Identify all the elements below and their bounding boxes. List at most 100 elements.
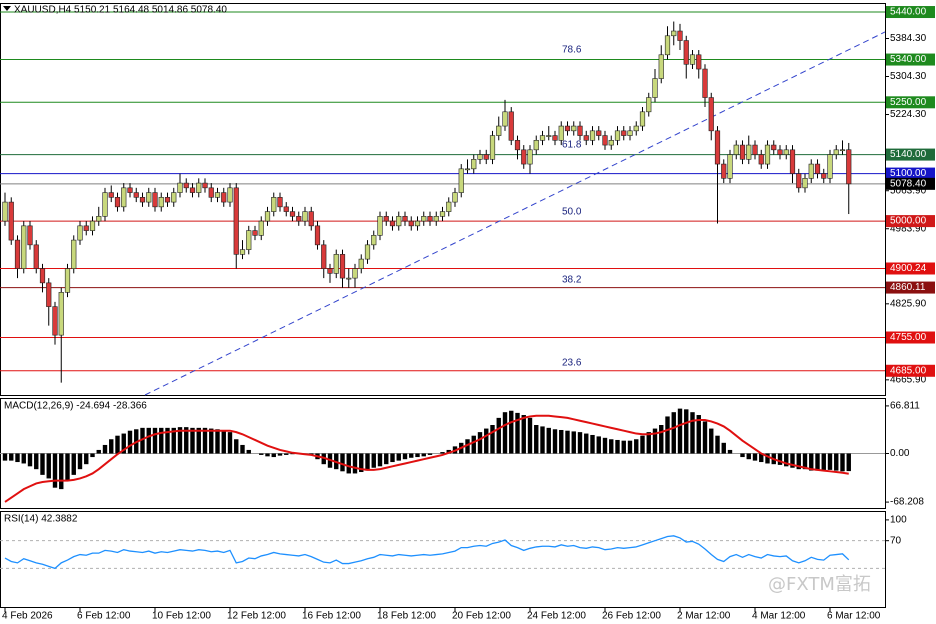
x-tick-label: 6 Mar 12:00 — [827, 611, 881, 622]
macd-bar — [234, 439, 239, 454]
level-label: 5340.00 — [890, 54, 927, 65]
candle-body — [58, 292, 64, 336]
macd-bar — [59, 453, 64, 490]
x-tick-label: 26 Feb 12:00 — [602, 611, 661, 622]
macd-bar — [477, 432, 483, 454]
macd-bar — [696, 415, 701, 454]
candle-body — [771, 144, 777, 151]
candle-body — [783, 149, 789, 155]
candle-body — [758, 154, 764, 165]
macd-bar — [565, 430, 570, 454]
macd-bar — [365, 453, 370, 471]
candle-body — [433, 216, 439, 222]
candle-body — [333, 254, 339, 274]
macd-bar — [140, 427, 145, 454]
macd-bar — [484, 428, 489, 454]
macd-bar — [646, 432, 651, 454]
macd-bar — [402, 453, 408, 460]
macd-bar — [165, 427, 170, 454]
macd-bar — [577, 432, 583, 454]
candle-body — [746, 144, 752, 160]
candle-body — [152, 192, 158, 208]
level-box — [886, 53, 935, 66]
candle-body — [14, 239, 21, 269]
macd-bar — [821, 453, 826, 471]
macd-bar — [465, 439, 470, 454]
candle-body — [139, 197, 146, 203]
candle-body — [346, 277, 352, 280]
macd-bar — [377, 453, 383, 467]
menu-triangle[interactable] — [3, 6, 11, 11]
macd-bar — [265, 453, 270, 457]
candle-body — [708, 97, 714, 132]
y-tick-label: 5224.30 — [890, 109, 927, 120]
candle-body — [102, 192, 108, 217]
candle-body — [814, 163, 821, 174]
candle-body — [402, 216, 408, 222]
candle-body — [602, 135, 608, 146]
candle-body — [421, 216, 427, 222]
candle-body — [627, 130, 633, 136]
macd-bar — [834, 453, 839, 471]
macd-bar — [727, 449, 733, 454]
candle-body — [146, 192, 152, 203]
macd-bar — [390, 453, 395, 463]
candle-body — [689, 54, 696, 65]
candle-body — [8, 201, 14, 241]
candle-body — [264, 211, 271, 222]
rsi-panel — [0, 511, 886, 608]
candle-body — [639, 111, 646, 127]
macd-bar — [609, 439, 614, 454]
macd-bar — [271, 453, 276, 458]
macd-bar — [146, 427, 151, 454]
macd-bar — [34, 453, 39, 470]
level-label: 4900.24 — [890, 263, 927, 274]
x-tick-label: 16 Feb 12:00 — [302, 611, 361, 622]
level-label: 5140.00 — [890, 149, 927, 160]
macd-bar — [621, 440, 626, 454]
trendline — [144, 31, 886, 396]
candle-body — [21, 225, 27, 269]
macd-bar — [552, 429, 558, 454]
macd-bar — [27, 453, 33, 467]
candle-body — [283, 206, 289, 212]
level-box — [886, 177, 935, 190]
candle-body — [164, 197, 171, 203]
panel-title: MACD(12,26,9) -24.694 -28.366 — [4, 401, 147, 412]
candle-body — [33, 244, 39, 269]
candle-body — [664, 35, 671, 56]
macd-bar — [827, 453, 833, 470]
macd-bar — [796, 453, 801, 470]
macd-bar — [409, 453, 414, 458]
candle-body — [83, 225, 89, 231]
candle-body — [439, 211, 446, 217]
candle-body — [646, 97, 652, 113]
x-tick-label: 20 Feb 12:00 — [452, 611, 511, 622]
text-layer: XAUUSD,H4 5150.21 5164.48 5014.86 5078.4… — [2, 5, 935, 622]
macd-bar — [802, 453, 808, 470]
macd-bar — [496, 417, 501, 454]
candle-body — [839, 149, 846, 152]
fib-label: 61.8 — [562, 140, 582, 151]
macd-bar — [196, 427, 201, 454]
x-tick-label: 2 Mar 12:00 — [677, 611, 731, 622]
macd-bar — [121, 433, 126, 454]
candle-body — [214, 192, 221, 198]
x-tick-label: 12 Feb 12:00 — [227, 611, 286, 622]
candle-body — [246, 230, 252, 250]
macd-bar — [65, 453, 70, 481]
candle-body — [608, 140, 614, 146]
y-tick-label: 66.811 — [890, 401, 920, 412]
candle-body — [352, 268, 358, 279]
candle-body — [789, 149, 796, 174]
candle-body — [114, 197, 121, 208]
level-label: 4755.00 — [890, 332, 927, 343]
level-box — [886, 96, 935, 109]
candle-body — [46, 282, 52, 307]
level-box — [886, 364, 935, 377]
candle-body — [377, 216, 383, 236]
candle-body — [777, 149, 783, 155]
x-tick-label: 4 Feb 2026 — [2, 611, 53, 622]
candle-body — [483, 154, 489, 160]
macd-bar — [321, 453, 326, 465]
